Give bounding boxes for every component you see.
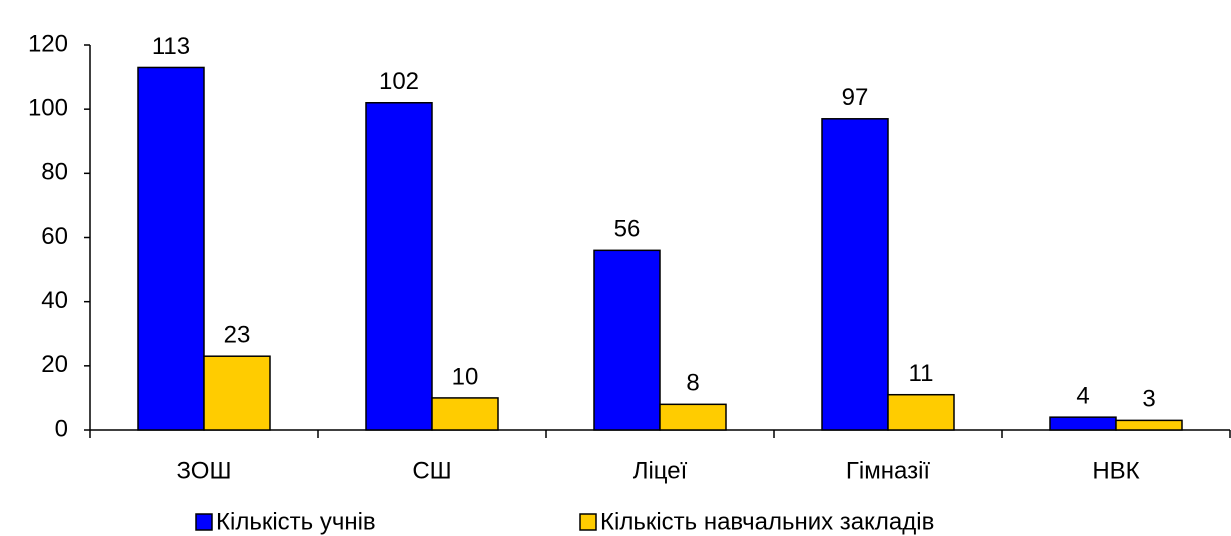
data-label: 113 xyxy=(152,33,190,60)
legend-label: Кількість навчальних закладів xyxy=(600,508,934,535)
y-tick-label: 100 xyxy=(28,95,68,122)
data-label: 8 xyxy=(686,370,699,397)
legend-label: Кількість учнів xyxy=(216,508,376,535)
y-tick-label: 120 xyxy=(28,30,68,57)
legend-swatch xyxy=(579,513,597,531)
bar xyxy=(1049,416,1117,431)
x-tick-label: Гімназії xyxy=(846,457,930,484)
bar xyxy=(593,249,661,431)
x-tick-label: НВК xyxy=(1092,457,1139,484)
y-tick-label: 20 xyxy=(41,351,68,378)
bar xyxy=(659,403,727,431)
data-label: 11 xyxy=(909,360,934,387)
x-tick-label: ЗОШ xyxy=(177,457,232,484)
data-label: 102 xyxy=(379,68,419,95)
data-label: 23 xyxy=(224,322,251,349)
bar xyxy=(137,66,205,431)
data-label: 56 xyxy=(614,216,641,243)
y-tick-label: 40 xyxy=(41,287,68,314)
bar xyxy=(887,393,955,431)
y-tick-label: 60 xyxy=(41,223,68,250)
legend-swatch xyxy=(195,513,213,531)
y-tick-label: 0 xyxy=(55,415,68,442)
bar xyxy=(365,102,433,431)
bar xyxy=(821,118,889,431)
data-label: 3 xyxy=(1142,386,1155,413)
data-label: 4 xyxy=(1076,383,1089,410)
bar xyxy=(431,397,499,431)
data-label: 97 xyxy=(842,84,869,111)
x-tick-label: Ліцеї xyxy=(633,457,688,484)
x-tick-label: СШ xyxy=(412,457,451,484)
data-label: 10 xyxy=(452,363,479,390)
bar xyxy=(203,355,271,431)
bar xyxy=(1115,419,1183,431)
y-tick-label: 80 xyxy=(41,159,68,186)
